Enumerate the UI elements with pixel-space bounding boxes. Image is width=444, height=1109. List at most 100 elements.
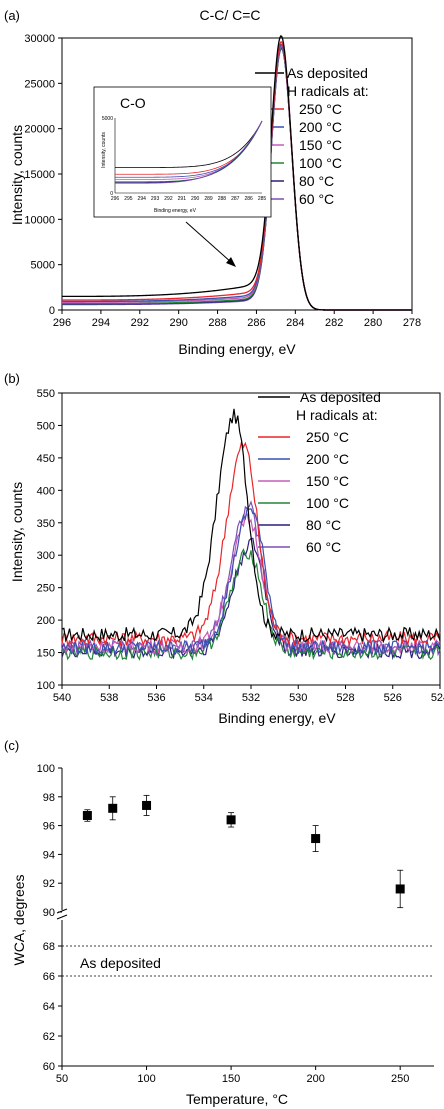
inset-series-line-0 — [115, 120, 263, 168]
inset-arrow-line — [185, 221, 233, 264]
x-tick-label: 250 — [391, 1073, 409, 1085]
panel-c: (c) WCA, degrees Temperature, °C As depo… — [4, 738, 434, 1107]
inset-x-tick-label: 285 — [258, 196, 267, 202]
inset-x-tick-label: 289 — [204, 196, 213, 202]
legend-label-0: As deposited — [287, 65, 368, 81]
inset-x-tick-label: 294 — [138, 196, 147, 202]
x-tick-label: 528 — [336, 692, 354, 704]
x-tick-label: 294 — [92, 317, 110, 329]
y-tick-label: 94 — [43, 849, 55, 861]
x-tick-label: 150 — [222, 1073, 240, 1085]
panel-c-label: (c) — [4, 738, 19, 753]
inset-x-tick-label: 292 — [164, 196, 173, 202]
panel-a-peak-annotation: C-C/ C=C — [199, 7, 260, 23]
legend-label-3: 150 °C — [299, 137, 342, 153]
panel-a-ylabel: Intensity, counts — [9, 125, 25, 225]
data-point-0 — [82, 811, 92, 821]
y-tick-label: 350 — [37, 518, 55, 530]
y-tick-label: 64 — [43, 1001, 55, 1013]
x-tick-label: 526 — [384, 692, 402, 704]
y-tick-label: 10000 — [24, 214, 55, 226]
legend-label-2: 200 °C — [306, 451, 349, 467]
x-tick-label: 200 — [306, 1073, 324, 1085]
y-tick-label: 5000 — [31, 260, 55, 272]
inset-arrow-head — [226, 257, 236, 267]
data-point-4 — [311, 834, 321, 844]
y-tick-label: 0 — [49, 305, 55, 317]
y-tick-label: 450 — [37, 453, 55, 465]
series-line-0 — [62, 35, 412, 311]
panel-c-xlabel: Temperature, °C — [186, 1091, 288, 1107]
inset-x-tick-label: 286 — [244, 196, 253, 202]
panel-a-xlabel: Binding energy, eV — [178, 341, 296, 357]
panel-a-legend-heading: H radicals at: — [287, 83, 369, 99]
inset-x-tick-label: 288 — [218, 196, 227, 202]
x-tick-label: 100 — [137, 1073, 155, 1085]
x-tick-label: 288 — [208, 317, 226, 329]
data-point-2 — [142, 800, 152, 810]
x-tick-label: 540 — [53, 692, 71, 704]
panel-b-plot: 540 538 536 534 532 530 528 526 524 100 150 200 250 3… — [37, 388, 444, 704]
x-tick-label: 290 — [169, 317, 187, 329]
y-tick-label: 90 — [43, 907, 55, 919]
x-tick-label: 286 — [247, 317, 265, 329]
inset-x-tick-label: 291 — [178, 196, 187, 202]
y-tick-label: 96 — [43, 821, 55, 833]
as-deposited-label: As deposited — [80, 955, 161, 971]
y-tick-label: 100 — [37, 680, 55, 692]
inset-x-tick-label: 296 — [111, 196, 120, 202]
panel-a-inset: C-O Intensity, counts Binding energy, eV… — [93, 86, 272, 218]
y-tick-label: 150 — [37, 648, 55, 660]
legend-label-1: 250 °C — [306, 429, 349, 445]
x-tick-label: 532 — [242, 692, 260, 704]
series-line-0 — [61, 408, 441, 644]
panel-a-label: (a) — [4, 8, 20, 23]
data-point-3 — [226, 815, 236, 825]
x-tick-label: 278 — [403, 317, 421, 329]
y-tick-label: 60 — [43, 1061, 55, 1073]
inset-y-tick-label: 0 — [110, 191, 113, 197]
y-tick-label: 98 — [43, 792, 55, 804]
inset-series-line-6 — [115, 120, 263, 184]
y-tick-label: 15000 — [24, 169, 55, 181]
x-tick-label: 282 — [325, 317, 343, 329]
x-tick-label: 524 — [431, 692, 444, 704]
inset-x-tick-label: 287 — [231, 196, 240, 202]
y-tick-label: 400 — [37, 485, 55, 497]
y-tick-label: 20000 — [24, 124, 55, 136]
y-tick-label: 100 — [37, 763, 55, 775]
series-line-1 — [61, 439, 441, 648]
x-tick-label: 50 — [56, 1073, 68, 1085]
y-tick-label: 250 — [37, 583, 55, 595]
data-point-5 — [395, 884, 405, 894]
y-tick-label: 550 — [37, 388, 55, 400]
axis-break-mark — [56, 914, 68, 920]
x-tick-label: 536 — [147, 692, 165, 704]
x-tick-label: 284 — [286, 317, 304, 329]
legend-label-0: As deposited — [300, 389, 381, 405]
inset-x-tick-label: 293 — [151, 196, 160, 202]
x-tick-label: 296 — [53, 317, 71, 329]
panel-b-legend-heading: H radicals at: — [296, 407, 378, 423]
panel-b-xlabel: Binding energy, eV — [218, 710, 336, 726]
legend-label-6: 60 °C — [299, 191, 334, 207]
panel-a: (a) Intensity, counts Binding energy, eV… — [4, 7, 421, 357]
y-tick-label: 62 — [43, 1031, 55, 1043]
y-tick-label: 25000 — [24, 78, 55, 90]
y-tick-label: 500 — [37, 420, 55, 432]
x-tick-label: 530 — [289, 692, 307, 704]
legend-label-5: 80 °C — [299, 173, 334, 189]
series-line-6 — [61, 500, 441, 657]
x-tick-label: 280 — [364, 317, 382, 329]
legend-label-2: 200 °C — [299, 119, 342, 135]
panel-a-plot: 296 294 292 290 288 286 284 282 280 278 0 5000 10000… — [24, 33, 421, 329]
panel-b-legend: H radicals at: As deposited 250 °C 200 °C 1… — [258, 389, 381, 555]
legend-label-4: 100 °C — [299, 155, 342, 171]
legend-label-4: 100 °C — [306, 495, 349, 511]
panel-c-plot: 50 100 150 200 250 90 92 94 96 98 100 60 62 64 66 68 — [37, 763, 434, 1085]
y-tick-label: 300 — [37, 550, 55, 562]
data-point-1 — [108, 803, 118, 813]
legend-label-5: 80 °C — [306, 517, 341, 533]
inset-y-tick-label: 5000 — [102, 116, 113, 122]
